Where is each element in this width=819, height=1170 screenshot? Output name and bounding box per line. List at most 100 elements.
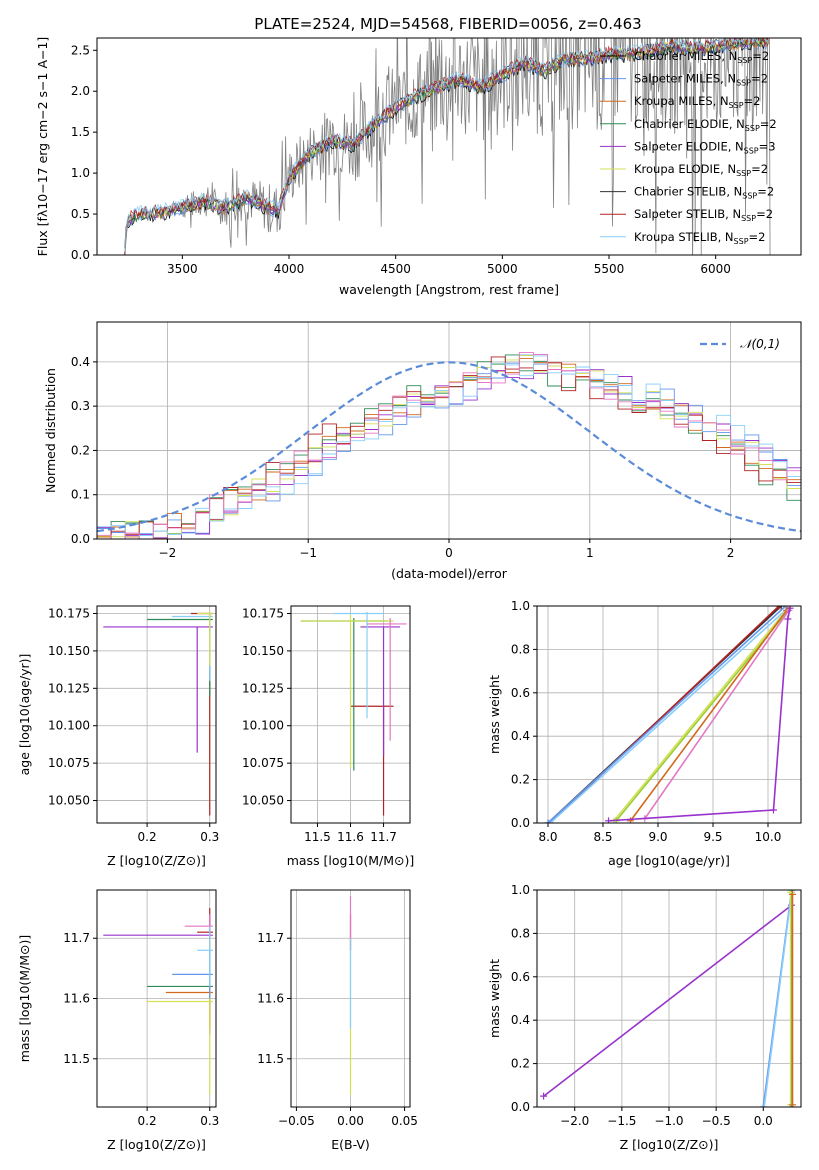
- series-line: [547, 606, 787, 823]
- plot-area: [544, 606, 794, 823]
- y-axis-label: mass weight: [487, 675, 502, 754]
- y-tick-label: 10.050: [48, 794, 90, 808]
- axes-frame: [96, 37, 802, 256]
- series-marker: [789, 890, 797, 898]
- legend-label: Salpeter MILES, NSSP=2: [634, 72, 768, 88]
- y-axis-label: Normed distribution: [43, 368, 58, 493]
- data-point: [300, 617, 387, 771]
- x-tick-label: 11.6: [337, 830, 364, 844]
- panel-age-vs-mass: 11.5 11.6 11.7 10.050 10.075 10.100 10.125 10.1…: [242, 605, 415, 868]
- series-line: [763, 892, 793, 1107]
- y-tick-label: 11.6: [257, 992, 284, 1006]
- x-tick-label: 0.05: [391, 1114, 418, 1128]
- data-point: [172, 611, 213, 681]
- x-tick-label: 0.2: [138, 1114, 157, 1128]
- series-marker: [786, 606, 794, 612]
- data-point: [333, 611, 384, 719]
- x-tick-label: 5500: [594, 262, 625, 276]
- data-point: [350, 705, 394, 816]
- y-tick-label: 11.6: [63, 992, 90, 1006]
- legend: Chabrier MILES, NSSP=2 Salpeter MILES, NS…: [600, 49, 777, 246]
- model-line: [124, 38, 769, 255]
- y-tick-label: 10.075: [242, 756, 284, 770]
- x-axis-label: wavelength [Angstrom, rest frame]: [339, 282, 559, 297]
- x-tick-label: 0.2: [138, 830, 157, 844]
- x-tick-label: 3500: [167, 262, 198, 276]
- observed-spectrum: [181, 38, 771, 255]
- series-marker: [544, 819, 552, 823]
- y-tick-label: 11.7: [63, 931, 90, 945]
- data-point: [147, 613, 213, 696]
- x-tick-label: 8.5: [593, 830, 612, 844]
- plot-area: [124, 38, 771, 255]
- y-tick-label: 10.125: [48, 681, 90, 695]
- series-marker: [770, 806, 777, 814]
- series-marker: [627, 817, 634, 823]
- legend-entry: Kroupa STELIB, NSSP=2: [600, 230, 765, 246]
- y-tick-label: 1.5: [71, 125, 90, 139]
- legend-entry: Kroupa MILES, NSSP=2: [600, 94, 760, 110]
- x-tick-label: 0.0: [754, 1114, 773, 1128]
- series-line: [644, 609, 790, 820]
- y-tick-label: 0.4: [71, 355, 90, 369]
- y-tick-label: 10.175: [48, 606, 90, 620]
- series-marker: [759, 1103, 767, 1107]
- series-marker: [784, 615, 792, 623]
- plot-area: [103, 611, 213, 816]
- x-tick-label: 9.0: [648, 830, 667, 844]
- x-axis-label: Z [log10(Z/Z⊙)]: [620, 1137, 719, 1152]
- panel-age-vs-z: 0.2 0.3 10.050 10.075 10.100 10.125 10.150 10.1…: [17, 605, 219, 868]
- x-tick-label: −1.0: [654, 1114, 683, 1128]
- x-tick-label: 10.0: [755, 830, 782, 844]
- legend-entry: Salpeter ELODIE, NSSP=3: [600, 139, 776, 155]
- y-tick-label: 0.2: [511, 773, 530, 787]
- x-tick-label: 0.00: [337, 1114, 364, 1128]
- plot-area: [540, 890, 797, 1107]
- legend-entry: Chabrier MILES, NSSP=2: [600, 49, 769, 65]
- normal-curve: [97, 361, 801, 533]
- x-tick-label: 2: [727, 546, 735, 560]
- y-tick-label: 10.100: [48, 719, 90, 733]
- x-axis-label: age [log10(age/yr)]: [608, 853, 730, 868]
- series-line: [613, 607, 789, 822]
- legend-label: 𝒩(0,1): [740, 337, 780, 351]
- model-line: [124, 38, 769, 252]
- series-line: [549, 607, 789, 823]
- y-tick-label: 0.4: [511, 1013, 530, 1027]
- y-tick-label: 0.4: [511, 729, 530, 743]
- legend-label: Chabrier STELIB, NSSP=2: [634, 185, 774, 201]
- panel-mass-weight-vs-age: 8.0 8.5 9.0 9.5 10.0 0.0 0.2 0.4 0.6 0.8 1.0 age [l…: [487, 599, 802, 868]
- y-tick-label: 0.1: [71, 488, 90, 502]
- panel-mass-vs-ebv: −0.05 0.00 0.05 11.5 11.6 11.7 E(B-V): [257, 889, 418, 1152]
- legend-entry: Salpeter MILES, NSSP=2: [600, 72, 768, 88]
- legend-entry: Salpeter STELIB, NSSP=2: [600, 207, 773, 223]
- y-tick-label: 0.8: [511, 926, 530, 940]
- y-tick-label: 1.0: [71, 166, 90, 180]
- legend-label: Kroupa ELODIE, NSSP=2: [634, 162, 768, 178]
- panel-residuals: 𝒩(0,1) −2 −1 0 1 2 0.0 0.1 0.2 0.3 0.4 (data-model)…: [43, 321, 802, 581]
- y-tick-label: 10.125: [242, 681, 284, 695]
- x-axis-label: mass [log10(M/M⊙)]: [287, 853, 415, 868]
- y-tick-label: 0.0: [71, 532, 90, 546]
- y-tick-label: 0.2: [511, 1057, 530, 1071]
- data-point: [197, 926, 213, 987]
- x-tick-label: 0: [445, 546, 453, 560]
- x-tick-label: 9.5: [703, 830, 722, 844]
- y-tick-label: 2.0: [71, 84, 90, 98]
- model-line: [124, 38, 769, 249]
- data-point: [103, 626, 213, 753]
- x-tick-label: 8.0: [538, 830, 557, 844]
- y-tick-label: 1.0: [511, 883, 530, 897]
- data-point: [360, 626, 401, 756]
- x-axis-label: Z [log10(Z/Z⊙)]: [107, 853, 206, 868]
- series-line: [543, 904, 793, 1097]
- legend-entry: Kroupa ELODIE, NSSP=2: [600, 162, 768, 178]
- y-tick-label: 0.0: [511, 1100, 530, 1114]
- plot-area: [97, 352, 801, 539]
- legend-entry: Chabrier STELIB, NSSP=2: [600, 185, 774, 201]
- y-tick-label: 11.7: [257, 931, 284, 945]
- x-tick-label: −2.0: [560, 1114, 589, 1128]
- x-tick-label: 6000: [700, 262, 731, 276]
- axes-frame: [536, 605, 802, 824]
- data-point: [172, 950, 213, 999]
